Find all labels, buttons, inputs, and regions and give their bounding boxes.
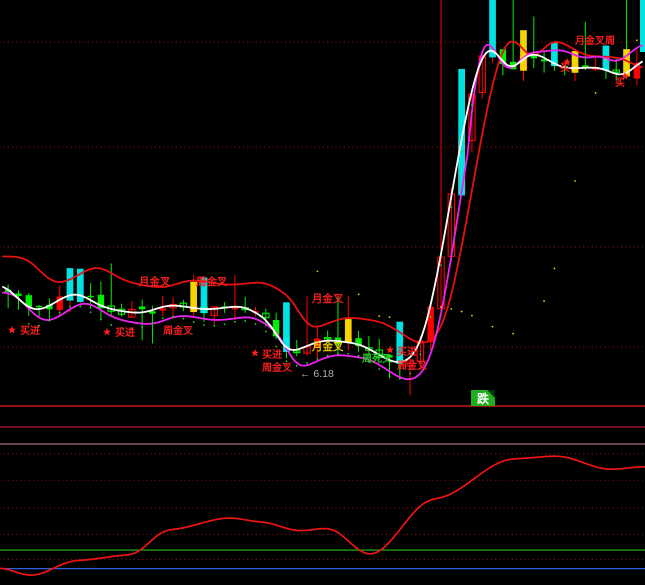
svg-text:买进: 买进: [397, 345, 417, 358]
svg-text:月金叉: 月金叉: [138, 275, 171, 288]
svg-text:周死叉: 周死叉: [362, 353, 393, 365]
svg-text:← 6.18: ← 6.18: [300, 368, 334, 380]
svg-text:跌: 跌: [477, 391, 490, 406]
svg-text:周金叉: 周金叉: [163, 324, 194, 337]
svg-text:买进: 买进: [262, 348, 282, 361]
svg-text:买进: 买进: [115, 326, 135, 339]
svg-text:买进: 买进: [20, 324, 40, 337]
svg-text:周金叉: 周金叉: [397, 359, 428, 372]
svg-text:月金叉: 月金叉: [311, 292, 344, 305]
svg-text:月金叉: 月金叉: [311, 340, 344, 353]
svg-text:买: 买: [615, 77, 625, 89]
svg-text:月金叉周: 月金叉周: [574, 34, 615, 47]
svg-text:周金叉: 周金叉: [262, 361, 293, 374]
svg-text:周金叉: 周金叉: [196, 275, 228, 288]
